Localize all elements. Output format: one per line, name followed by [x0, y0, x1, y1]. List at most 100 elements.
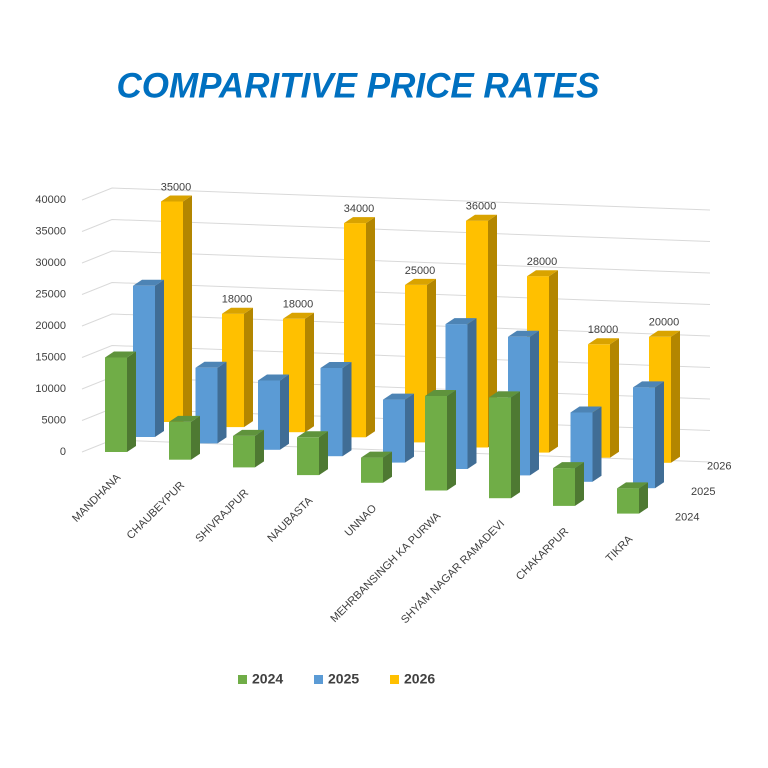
- data-label: 35000: [161, 181, 192, 193]
- bar: [489, 391, 520, 499]
- grid-line: [81, 187, 711, 211]
- legend-label: 2026: [404, 671, 435, 687]
- bar-front: [222, 313, 244, 428]
- bar: [233, 429, 264, 468]
- grid-line: [81, 218, 711, 242]
- y-tick-label: 40000: [35, 194, 66, 206]
- depth-label: 2026: [707, 461, 731, 473]
- bar-top: [169, 415, 200, 422]
- y-tick-label: 5000: [42, 414, 66, 426]
- bar-top: [508, 330, 539, 337]
- bar-side: [305, 312, 314, 433]
- data-label: 34000: [344, 203, 375, 215]
- x-tick-label: UNNAO: [343, 502, 380, 539]
- grid-line: [81, 250, 711, 274]
- bar-top: [588, 338, 619, 345]
- bar-top: [445, 318, 477, 325]
- bar-top: [344, 217, 375, 224]
- data-label: 28000: [527, 256, 558, 268]
- bar: [133, 279, 164, 437]
- bar-side: [183, 195, 192, 422]
- bar-top: [361, 451, 392, 458]
- bar-top: [466, 214, 497, 221]
- x-tick-label: CHAKARPUR: [514, 526, 571, 583]
- bar: [617, 482, 648, 514]
- bar-top: [195, 361, 227, 368]
- bar-front: [161, 201, 183, 422]
- data-label: 18000: [588, 324, 619, 336]
- bar-top: [283, 312, 314, 319]
- bar-top: [161, 195, 192, 202]
- bar-side: [655, 381, 664, 489]
- bar-front: [233, 435, 255, 468]
- grid-line: [81, 313, 711, 337]
- legend-label: 2025: [328, 671, 359, 687]
- y-tick-label: 25000: [35, 288, 66, 300]
- chart-title: COMPARITIVE PRICE RATES: [117, 66, 600, 105]
- depth-label: 2025: [691, 486, 715, 498]
- legend-swatch: [314, 675, 323, 684]
- bar-side: [127, 351, 136, 452]
- bar-front: [361, 457, 383, 483]
- x-tick-label: SHIVRAJPUR: [193, 487, 251, 545]
- bar-side: [342, 362, 352, 457]
- depth-label: 2024: [675, 512, 699, 524]
- y-tick-label: 20000: [35, 320, 66, 332]
- data-label: 18000: [222, 294, 253, 306]
- y-tick-label: 15000: [35, 351, 66, 363]
- bar-side: [255, 429, 264, 468]
- bar-front: [489, 397, 511, 499]
- bar-side: [244, 307, 253, 428]
- bar-top: [489, 391, 520, 398]
- x-tick-label: TIKRA: [604, 533, 636, 565]
- bar-top: [649, 330, 680, 337]
- bar-top: [233, 429, 264, 436]
- bar-top: [633, 381, 664, 388]
- bar-side: [191, 415, 200, 460]
- bar: [169, 415, 200, 460]
- bar: [361, 451, 392, 483]
- bar: [425, 390, 456, 491]
- bar-side: [319, 431, 328, 476]
- bar-side: [447, 390, 456, 491]
- bar: [222, 307, 253, 428]
- x-tick-label: CHAUBEYPUR: [125, 479, 188, 542]
- bar: [633, 381, 664, 489]
- bar-front: [133, 285, 155, 437]
- bar-side: [280, 374, 289, 450]
- bar-top: [222, 307, 253, 314]
- bar: [553, 462, 584, 506]
- y-tick-label: 30000: [35, 257, 66, 269]
- bar-side: [405, 393, 414, 463]
- bar-side: [511, 391, 520, 499]
- bar-top: [105, 351, 136, 358]
- bar-top: [320, 362, 352, 368]
- bar-top: [425, 390, 456, 396]
- x-tick-label: MANDHANA: [70, 471, 123, 524]
- bar-side: [592, 406, 602, 482]
- bar: [195, 361, 227, 444]
- bar-top: [133, 279, 164, 286]
- bar-side: [217, 361, 227, 444]
- bar: [466, 214, 497, 448]
- data-label: 36000: [466, 201, 497, 213]
- bar-side: [467, 318, 477, 469]
- bar: [105, 351, 136, 452]
- bar-front: [617, 488, 639, 514]
- bar-top: [258, 374, 289, 381]
- bar-top: [297, 431, 328, 438]
- bar-top: [527, 270, 558, 277]
- bar-side: [530, 330, 539, 476]
- bar: [297, 431, 328, 476]
- bar-side: [549, 270, 558, 453]
- bar-side: [575, 462, 584, 506]
- legend-label: 2024: [252, 671, 283, 687]
- bar-side: [610, 338, 619, 458]
- grid-line: [81, 281, 711, 305]
- legend-swatch: [238, 675, 247, 684]
- bar-top: [570, 406, 602, 413]
- bar-front: [105, 357, 127, 452]
- y-tick-label: 0: [60, 446, 66, 458]
- bar-front: [553, 468, 575, 506]
- bar-front: [169, 421, 191, 460]
